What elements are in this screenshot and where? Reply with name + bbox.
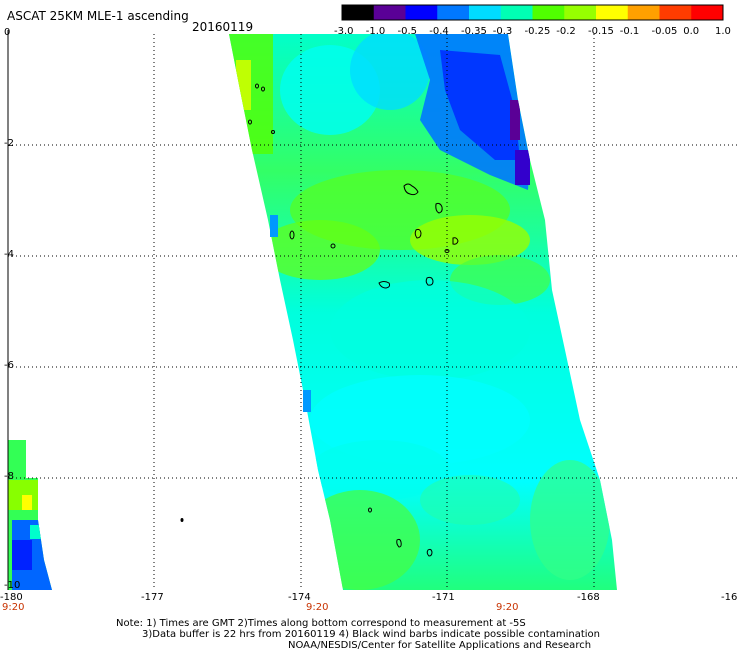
note-line-1: Note: 1) Times are GMT 2)Times along bot…: [116, 618, 526, 629]
island-outlines: [180, 83, 459, 557]
map-title: ASCAT 25KM MLE-1 ascending: [7, 9, 189, 23]
colorbar-tick-label: -0.35: [461, 26, 487, 37]
colorbar-segment: [437, 5, 470, 20]
time-label: 9:20: [2, 602, 25, 613]
x-label-180: -180: [0, 592, 23, 603]
y-label-2: -2: [4, 138, 14, 149]
y-label-6: -6: [4, 360, 14, 371]
colorbar-tick-label: -0.15: [588, 26, 614, 37]
x-label-177: -177: [141, 592, 164, 603]
colorbar-segment: [532, 5, 565, 20]
colorbar-tick-label: 0.0: [683, 26, 700, 37]
colorbar-tick-label: -1.0: [365, 26, 386, 37]
x-label-165: -16: [721, 592, 738, 603]
swath-edge-pixels: [270, 215, 278, 237]
y-label-0: 0: [4, 27, 11, 38]
ascat-swath: [229, 34, 617, 590]
colorbar-tick-label: -0.3: [492, 26, 513, 37]
colorbar-segment: [596, 5, 629, 20]
time-label: 9:20: [496, 602, 519, 613]
note-line-2: 3)Data buffer is 22 hrs from 20160119 4)…: [142, 629, 600, 640]
colorbar-segment: [405, 5, 438, 20]
y-label-4: -4: [4, 249, 14, 260]
colorbar-segment: [659, 5, 692, 20]
colorbar-tick-label: -3.0: [334, 26, 354, 37]
colorbar-segment: [500, 5, 533, 20]
colorbar-segment: [691, 5, 724, 20]
colorbar-tick-label: 1.0: [715, 26, 731, 37]
colorbar-tick-label: -0.5: [397, 26, 418, 37]
note-line-3: NOAA/NESDIS/Center for Satellite Applica…: [288, 640, 592, 651]
colorbar-segment: [627, 5, 660, 20]
colorbar-tick-label: -0.05: [651, 26, 678, 37]
x-label-168: -168: [577, 592, 600, 603]
colorbar-tick-label: -0.25: [524, 26, 551, 37]
map-date: 20160119: [192, 20, 254, 34]
y-label-10: -10: [4, 580, 21, 591]
x-label-171: -171: [432, 592, 455, 603]
colorbar: [341, 4, 724, 21]
x-label-174: -174: [288, 592, 311, 603]
colorbar-tick-label: -0.4: [429, 26, 449, 37]
colorbar-segment: [469, 5, 502, 20]
time-label: 9:20: [306, 602, 329, 613]
y-label-8: -8: [4, 471, 14, 482]
swath-edge-pixels: [303, 390, 311, 412]
colorbar-segment: [373, 5, 406, 20]
colorbar-segment: [564, 5, 597, 20]
colorbar-segment: [342, 5, 375, 20]
ascat-swath-small: [8, 440, 52, 590]
colorbar-tick-label: -0.2: [556, 26, 576, 37]
colorbar-tick-label: -0.1: [619, 26, 640, 37]
